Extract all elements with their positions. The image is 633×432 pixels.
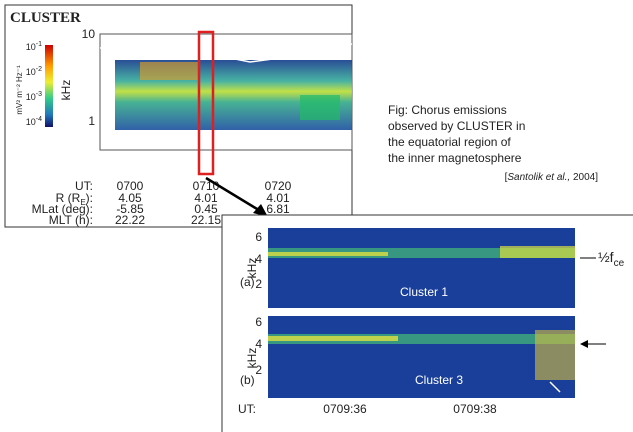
caption-line: Fig: Chorus emissions [388,103,507,117]
marker-arrowhead [580,340,588,348]
row-label: MLT (h): [49,213,93,227]
spectrogram-emission [535,330,575,380]
x-tick-label: 0709:38 [453,402,497,416]
caption-line: observed by CLUSTER in [388,119,525,133]
table-cell: 4.05 [118,191,142,205]
table-cell: 4.01 [194,191,218,205]
caption-line: the inner magnetosphere [388,151,522,165]
spectrogram [268,316,575,398]
colorbar [45,45,53,127]
x-tick-label: 0709:36 [323,402,367,416]
y-tick-label: 10 [82,27,96,41]
y-label: kHz [245,258,259,279]
panel-a: (a) kHz 6 4 2 Cluster 1 ½fce [240,228,625,308]
marker-arrow [549,381,561,393]
colorbar-tick: 10-4 [26,116,42,127]
table-cell: -5.85 [116,202,144,216]
spectrogram-emission [268,334,575,344]
y-tick-label: 2 [255,277,262,291]
spectrogram-emission [268,248,575,258]
row-label: R (RE): [56,191,93,207]
y-tick-label: 4 [255,252,262,266]
table-cell: 22.22 [115,213,145,227]
spectrogram-emission [268,336,398,341]
y-tick-label: 4 [255,337,262,351]
y-label: kHz [245,348,259,369]
colorbar-tick: 10-3 [26,91,42,102]
table-cell: 0.45 [194,202,218,216]
table-cell: 0720 [265,179,292,193]
y-tick-label: 6 [255,315,262,329]
zoom-arrowhead [253,204,268,217]
panel-title: CLUSTER [10,10,81,26]
x-axis-label: UT: [238,402,256,416]
table-cell: 0700 [117,179,144,193]
spectrogram-emission [268,252,388,256]
caption: Fig: Chorus emissions observed by CLUSTE… [388,103,598,183]
y-tick-label: 2 [255,363,262,377]
colorbar-tick: 10-1 [26,41,42,52]
spectrogram-emission [500,246,575,258]
row-label: UT: [75,179,93,193]
y-label: kHz [59,80,73,101]
citation: [Santolik et al., 2004] [505,172,599,183]
y-tick-label: 6 [255,230,262,244]
panel-label: Cluster 1 [400,285,448,299]
annotation: ½ fce [248,37,278,57]
annotation: ½fce [598,249,625,269]
highlight-box [197,30,215,176]
panel-b: (b) kHz 6 4 2 Cluster 3 [240,315,606,398]
panel-label: Cluster 3 [415,373,463,387]
panel-tag: (b) [240,373,255,387]
table-cell: 4.01 [266,191,290,205]
table-cell: 6.81 [266,202,290,216]
colorbar-tick: 10-2 [26,66,42,77]
colorbar-unit: mV² m⁻² Hz⁻¹ [15,65,24,115]
y-tick-label: 1 [88,114,95,128]
zoom-arrow [205,176,263,214]
spectrogram-emission [300,95,340,120]
fce-line [99,43,353,63]
spectrogram-emission [140,62,200,80]
spectrogram [268,228,575,308]
row-label: MLat (deg): [32,202,93,216]
table-cell: 22.15 [191,213,221,227]
panel-tag: (a) [240,275,255,289]
caption-line: the equatorial region of [388,135,511,149]
